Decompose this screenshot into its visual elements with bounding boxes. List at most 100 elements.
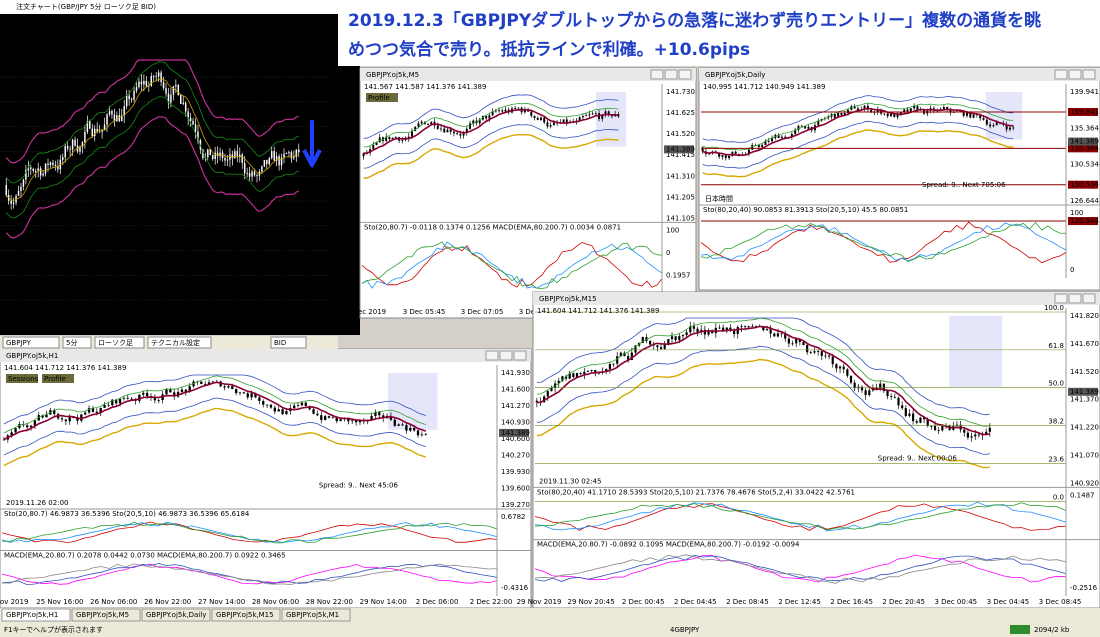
price-label: 140.800 <box>331 296 360 304</box>
window-button[interactable] <box>650 69 664 80</box>
window-button[interactable] <box>499 350 513 361</box>
window-button[interactable] <box>485 350 499 361</box>
candle <box>424 433 427 435</box>
tab[interactable] <box>281 608 351 622</box>
candle <box>504 109 507 112</box>
profile-zone <box>388 373 438 430</box>
candle <box>34 170 37 172</box>
candle <box>853 382 856 389</box>
window-button[interactable] <box>1068 293 1082 304</box>
candle <box>197 131 199 141</box>
price-label: 141.700 <box>331 73 360 81</box>
candle <box>546 122 549 127</box>
candle <box>420 121 423 124</box>
window-button[interactable] <box>664 69 678 80</box>
candle <box>283 153 285 158</box>
candle <box>261 166 263 172</box>
indicator-line <box>702 129 1014 178</box>
oscillator-line <box>534 554 1067 583</box>
time-label: 3 Dec 05:45 <box>403 308 446 316</box>
candle <box>440 128 442 130</box>
candle <box>2 439 6 441</box>
candle <box>514 107 517 109</box>
window-titlebar <box>699 68 1100 81</box>
window-button[interactable] <box>678 69 692 80</box>
time-label: 3 Dec 07:05 <box>461 308 504 316</box>
candle <box>565 119 568 123</box>
sub-axis-label: -0.2516 <box>1070 584 1098 592</box>
candle <box>118 115 121 122</box>
tab[interactable] <box>71 608 141 622</box>
candle <box>347 417 350 422</box>
window-button[interactable] <box>513 350 527 361</box>
price-label: 126.644 <box>1070 197 1099 205</box>
candle <box>246 393 249 398</box>
indicator-line <box>5 61 299 184</box>
candle <box>656 345 659 348</box>
candle <box>22 179 25 187</box>
candle <box>47 163 49 165</box>
candle <box>68 417 71 422</box>
candle <box>780 136 783 138</box>
candle <box>701 147 704 152</box>
price-label: 139.941 <box>1070 88 1099 96</box>
indicator-label: Sto(80,20,40) 41.1710 28.5393 Sto(20,5,1… <box>537 488 855 496</box>
chart-window <box>698 67 1100 291</box>
candle <box>64 419 68 422</box>
candle <box>989 124 992 127</box>
level-label: 135.364 <box>1070 144 1099 152</box>
window-titlebar <box>533 292 1100 305</box>
toolbar-control[interactable] <box>62 336 92 349</box>
time-label: 29 Nov 2019 <box>517 598 562 606</box>
order-bands: ボリンジャーバンド <box>4 25 67 33</box>
profile-zone <box>985 92 1023 140</box>
window-button[interactable] <box>1082 69 1096 80</box>
candle <box>605 369 608 372</box>
candle <box>842 366 845 370</box>
toolbar-control[interactable] <box>2 336 60 349</box>
candle <box>246 173 248 174</box>
candle <box>91 128 94 137</box>
price-label: 141.070 <box>1070 451 1099 459</box>
candle <box>946 106 949 110</box>
oscillator-line <box>361 241 663 289</box>
window-button[interactable] <box>1054 69 1068 80</box>
candle <box>831 356 834 365</box>
candle <box>530 111 533 116</box>
toolbar-control[interactable] <box>147 336 212 349</box>
tab[interactable] <box>141 608 211 622</box>
candle <box>751 326 754 328</box>
time-label: 2 Dec 06:00 <box>416 598 459 606</box>
oscillator-line <box>1 521 498 544</box>
time-label: 12:00 <box>168 323 188 331</box>
tab[interactable] <box>1 608 71 622</box>
window-button[interactable] <box>1082 293 1096 304</box>
candle <box>837 113 840 118</box>
time-label: 3 Dec 2019 <box>346 308 386 316</box>
candle <box>320 415 323 420</box>
candle <box>804 125 807 129</box>
banner-line1: 2019.12.3「GBPJPYダブルトップからの急落に迷わず売りエントリー」複… <box>348 10 1041 31</box>
window-button[interactable] <box>1068 69 1082 80</box>
candle <box>39 168 42 176</box>
toolbar-control[interactable] <box>270 336 307 349</box>
candle <box>204 383 207 385</box>
toolbar-control[interactable] <box>94 336 145 349</box>
price-label: 141.730 <box>666 88 695 96</box>
candle <box>678 336 681 341</box>
candle <box>930 425 933 427</box>
candle <box>64 146 66 158</box>
candle <box>273 151 275 161</box>
candle <box>549 125 552 127</box>
candle <box>436 125 439 129</box>
candle <box>37 415 40 421</box>
current-price: 141.389 <box>1070 388 1099 396</box>
candle <box>736 327 739 334</box>
candle <box>843 113 846 115</box>
window-button[interactable] <box>1054 293 1068 304</box>
candle <box>277 409 280 412</box>
tab[interactable] <box>211 608 281 622</box>
candle <box>557 380 560 384</box>
price-label: 140.270 <box>501 451 530 459</box>
candle <box>152 76 155 78</box>
